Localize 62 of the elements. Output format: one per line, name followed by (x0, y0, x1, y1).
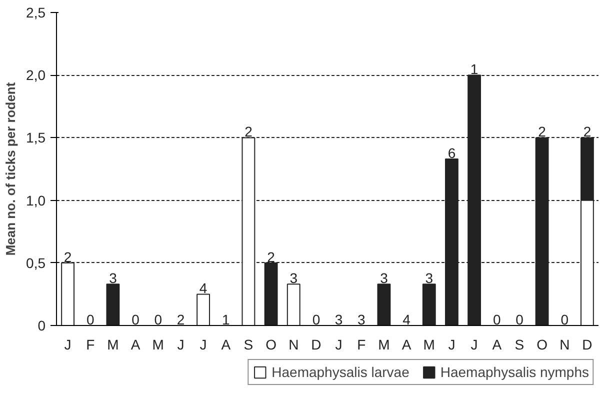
x-tick-label: S (244, 336, 254, 352)
annotation: 3 (109, 270, 118, 286)
x-tick-label: J (64, 336, 72, 352)
legend-label: Haemaphysalis larvae (272, 364, 410, 380)
annotation: 0 (312, 312, 320, 328)
annotation: 0 (86, 312, 94, 328)
x-tick-label: O (266, 336, 277, 352)
x-tick-label: O (536, 336, 548, 352)
y-tick-label: 0,5 (26, 254, 46, 271)
annotation: 0 (560, 312, 569, 328)
y-tick-label: 2,0 (26, 67, 46, 84)
x-tick-label: F (357, 336, 366, 352)
annotation: 2 (583, 124, 592, 140)
x-tick-label: M (107, 336, 119, 352)
bar (196, 294, 210, 326)
bar (106, 284, 120, 326)
annotation: 0 (154, 312, 162, 328)
x-tick-label: J (335, 336, 342, 352)
annotation: 2 (176, 312, 185, 328)
annotation: 0 (492, 312, 501, 328)
annotation: 3 (357, 312, 366, 328)
y-tick-label: 0 (38, 318, 46, 334)
x-tick-label: J (448, 336, 456, 352)
y-tick-label: 1,5 (26, 130, 46, 146)
x-tick-label: A (492, 336, 502, 352)
x-tick-label: M (378, 336, 390, 352)
x-tick-label: A (221, 336, 232, 352)
annotation: 2 (538, 124, 546, 140)
annotation: 3 (425, 270, 434, 286)
x-tick-label: A (130, 336, 141, 352)
annotation: 3 (290, 270, 298, 286)
bar (422, 284, 436, 326)
annotation: 2 (244, 124, 253, 140)
x-tick-label: A (402, 336, 412, 352)
annotation: 0 (516, 312, 524, 328)
x-tick-label: N (288, 336, 299, 352)
x-tick-label: J (470, 336, 478, 352)
x-tick-label: S (514, 336, 524, 352)
x-tick-label: M (423, 336, 435, 352)
bar (286, 284, 300, 326)
annotation: 2 (64, 248, 72, 265)
annotation: 6 (448, 144, 456, 161)
x-tick-label: J (177, 336, 184, 352)
x-tick-label: J (200, 336, 207, 352)
x-tick-label: D (582, 336, 592, 352)
annotation: 0 (132, 312, 140, 328)
x-tick-label: D (311, 336, 322, 352)
annotation: 3 (380, 270, 388, 286)
annotation: 1 (470, 61, 478, 78)
legend-label: Haemaphysalis nymphs (440, 364, 589, 380)
x-tick-label: F (86, 336, 95, 352)
y-tick-label: 2,5 (26, 4, 46, 20)
x-tick-label: M (152, 336, 164, 352)
x-tick-label: N (560, 336, 570, 352)
annotation: 4 (199, 280, 208, 296)
annotation: 4 (402, 312, 411, 328)
y-tick-label: 1,0 (26, 192, 46, 208)
annotation: 3 (334, 312, 343, 328)
y-axis-title: Mean no. of ticks per rodent (3, 82, 18, 256)
annotation: 1 (222, 312, 230, 328)
bar (377, 284, 391, 326)
annotation: 2 (267, 248, 276, 265)
